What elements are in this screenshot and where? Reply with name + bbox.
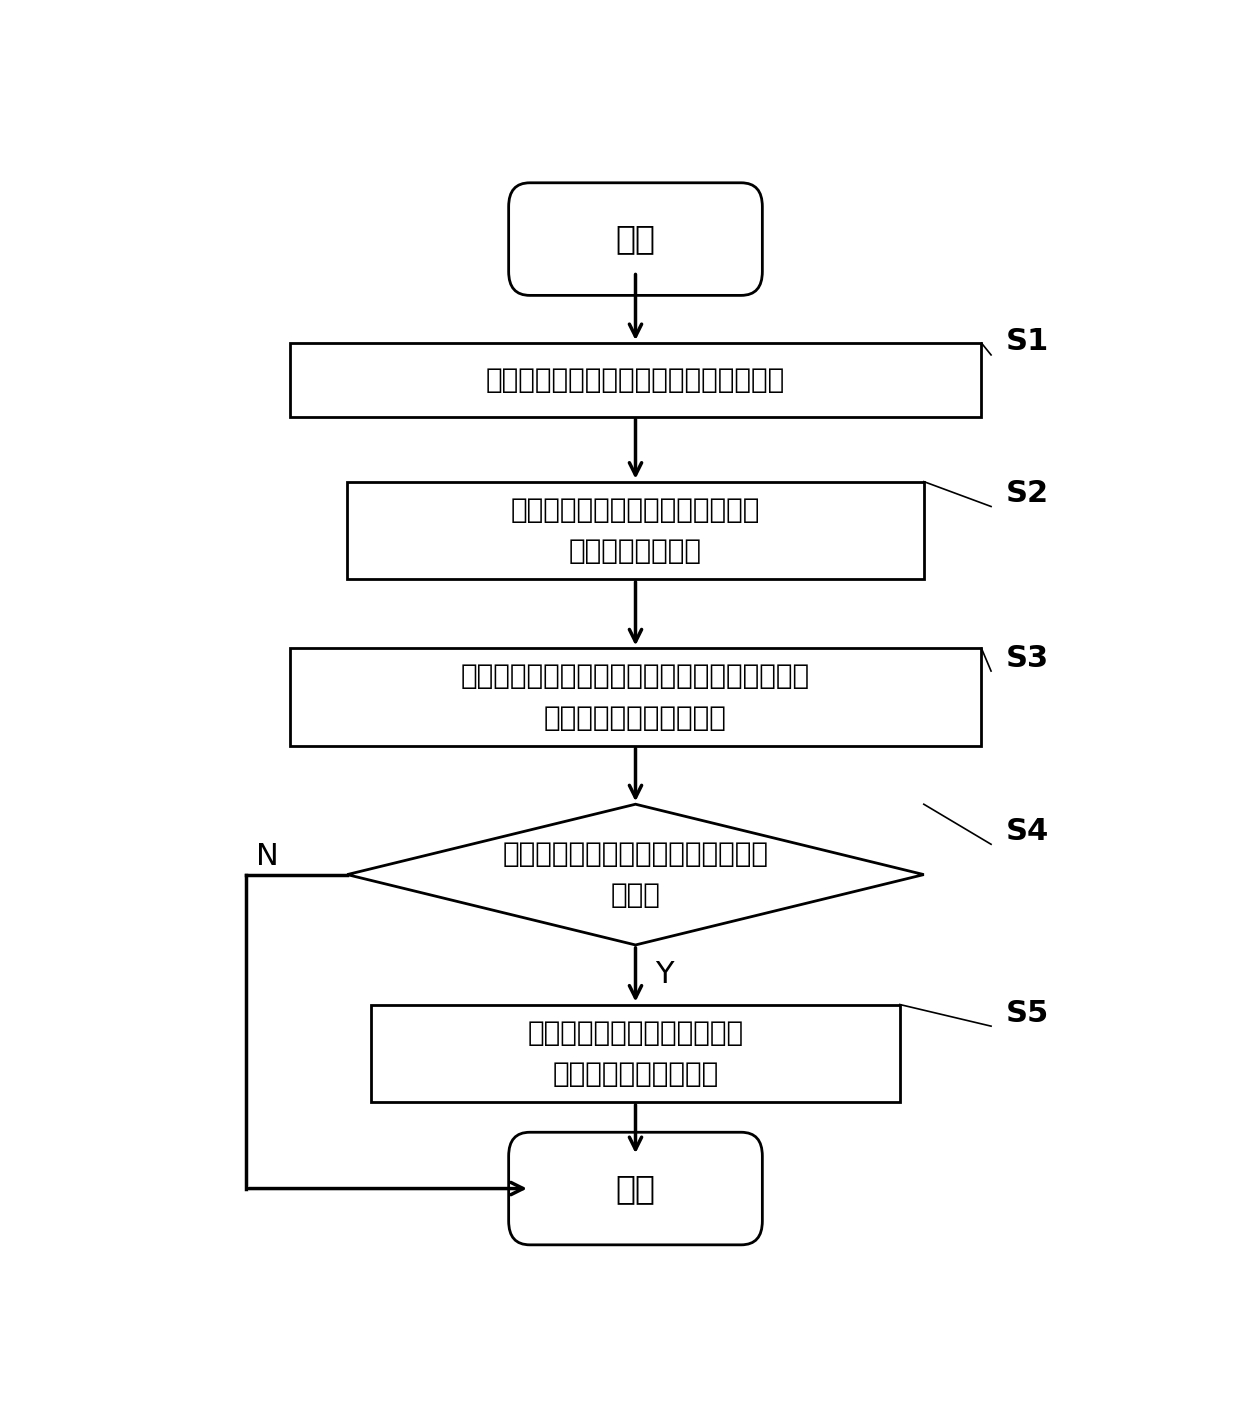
Text: 结束: 结束 <box>615 1173 656 1205</box>
FancyBboxPatch shape <box>508 1132 763 1244</box>
Text: N: N <box>255 842 279 870</box>
Bar <box>347 482 924 579</box>
Text: 开始: 开始 <box>615 222 656 256</box>
Text: S4: S4 <box>1006 817 1049 846</box>
Text: 根据历史记录值，计算历史记录值的平均值，并
根据平均值生成阈值区间: 根据历史记录值，计算历史记录值的平均值，并 根据平均值生成阈值区间 <box>461 662 810 731</box>
FancyBboxPatch shape <box>508 183 763 295</box>
Text: Y: Y <box>655 960 673 990</box>
Bar <box>371 1004 900 1102</box>
Text: S5: S5 <box>1006 998 1049 1028</box>
Text: 从服务器获取预设时间段内的接地
电阵的历史记录值: 从服务器获取预设时间段内的接地 电阵的历史记录值 <box>511 496 760 565</box>
Text: S2: S2 <box>1006 479 1049 508</box>
Bar <box>290 343 982 416</box>
Text: S3: S3 <box>1006 644 1049 672</box>
Text: 判断第一阵值是否处于阈值区间的阵
值范围: 判断第一阵值是否处于阈值区间的阵 值范围 <box>502 839 769 910</box>
Polygon shape <box>347 804 924 945</box>
Text: S1: S1 <box>1006 328 1049 357</box>
Text: 按照预设方式，获取接地电阵的第一阵值: 按照预设方式，获取接地电阵的第一阵值 <box>486 366 785 394</box>
Bar <box>290 648 982 745</box>
Text: 判定第一阵值为正常值，并将
第一阵值发送至服务器: 判定第一阵值为正常值，并将 第一阵值发送至服务器 <box>527 1018 744 1088</box>
